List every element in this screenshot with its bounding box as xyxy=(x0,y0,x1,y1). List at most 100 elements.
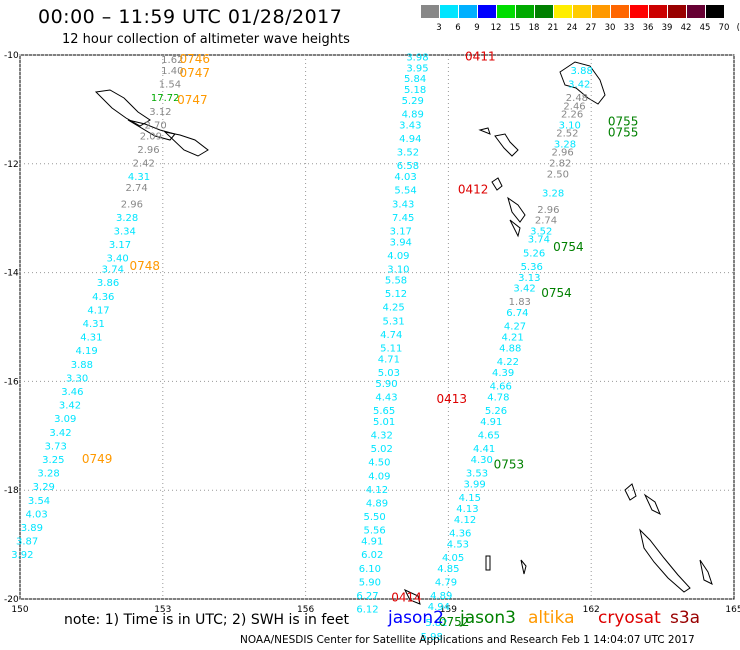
wave-height-value: 4.32 xyxy=(371,431,393,442)
colorbar-swatch xyxy=(516,5,534,18)
wave-height-value: 4.43 xyxy=(375,392,397,403)
colorbar-label: 45 xyxy=(699,23,711,33)
wave-height-value: 6.10 xyxy=(359,564,381,575)
wave-height-value: 3.94 xyxy=(390,237,412,248)
wave-height-value: 3.28 xyxy=(554,139,576,150)
wave-height-value: 2.52 xyxy=(556,129,578,140)
island-outline xyxy=(491,177,503,191)
wave-height-value: 5.01 xyxy=(373,417,395,428)
wave-height-value: 3.25 xyxy=(42,455,64,466)
wave-height-value: 2.96 xyxy=(537,205,559,216)
wave-height-value: 3.87 xyxy=(16,537,38,548)
wave-height-value: 2.09 xyxy=(140,131,162,142)
wave-height-value: 4.39 xyxy=(492,368,514,379)
wave-height-value: 4.21 xyxy=(502,333,524,344)
wave-height-value: 5.54 xyxy=(394,186,416,197)
wave-height-value: 4.36 xyxy=(449,528,471,539)
wave-height-value: 3.43 xyxy=(399,120,421,131)
wave-height-value: 1.54 xyxy=(159,80,181,91)
wave-height-value: 3.29 xyxy=(33,482,55,493)
wave-height-value: 4.71 xyxy=(378,354,400,365)
time-tag: 0414 xyxy=(391,591,422,605)
wave-height-value: 2.70 xyxy=(145,120,167,131)
wave-height-value: 3.92 xyxy=(11,550,33,561)
wave-height-value: 3.43 xyxy=(392,199,414,210)
y-tick-label: -18 xyxy=(4,486,19,496)
wave-height-value: 2.82 xyxy=(549,159,571,170)
wave-height-value: 3.98 xyxy=(406,52,428,63)
wave-height-value: 5.18 xyxy=(404,85,426,96)
wave-height-value: 4.27 xyxy=(504,322,526,333)
wave-height-value: 4.09 xyxy=(387,251,409,262)
colorbar-swatch xyxy=(459,5,477,18)
wave-height-value: 5.26 xyxy=(523,248,545,259)
wave-height-value: 4.89 xyxy=(430,591,452,602)
island-outline xyxy=(643,493,661,516)
wave-height-value: 4.79 xyxy=(435,577,457,588)
wave-height-value: 5.84 xyxy=(404,74,426,85)
wave-height-value: 6.58 xyxy=(397,161,419,172)
wave-height-value: 3.95 xyxy=(406,63,428,74)
wave-height-value: 3.89 xyxy=(21,523,43,534)
wave-height-value: 3.74 xyxy=(528,235,550,246)
x-tick-label: 150 xyxy=(11,605,28,615)
colorbar-swatch xyxy=(706,5,724,18)
y-tick-label: -10 xyxy=(4,51,19,61)
y-tick-label: -12 xyxy=(4,160,19,170)
colorbar-swatch xyxy=(554,5,572,18)
wave-height-value: 4.12 xyxy=(366,485,388,496)
colorbar-label: 33 xyxy=(623,23,635,33)
island-outline xyxy=(520,559,527,575)
wave-height-value: 5.82 xyxy=(425,618,447,629)
wave-height-value: 2.74 xyxy=(125,183,147,194)
island-outline xyxy=(699,559,713,585)
time-tag: 0411 xyxy=(465,49,496,63)
wave-height-value: 5.90 xyxy=(359,577,381,588)
y-tick-label: -16 xyxy=(4,377,19,387)
wave-height-value: 6.02 xyxy=(361,550,383,561)
wave-height-value: 4.89 xyxy=(366,499,388,510)
wave-height-value: 4.09 xyxy=(368,471,390,482)
colorbar-swatch xyxy=(611,5,629,18)
wave-height-value: 3.13 xyxy=(518,273,540,284)
wave-height-value: 4.94 xyxy=(399,134,421,145)
wave-height-value: 3.86 xyxy=(97,278,119,289)
wave-height-value: 5.98 xyxy=(421,632,443,643)
wave-height-value: 3.54 xyxy=(28,496,50,507)
legend-jason2: jason2 xyxy=(388,608,444,628)
time-tag: 0412 xyxy=(458,183,489,197)
wave-height-value: 3.74 xyxy=(102,265,124,276)
map-subtitle: 12 hour collection of altimeter wave hei… xyxy=(62,32,350,47)
island-outline xyxy=(624,483,637,501)
wave-height-value: 3.17 xyxy=(390,227,412,238)
colorbar-label: 30 xyxy=(604,23,616,33)
wave-height-value: 5.29 xyxy=(402,96,424,107)
colorbar-label: (ft) xyxy=(736,23,740,33)
wave-height-value: 4.94 xyxy=(428,602,450,613)
wave-height-value: 3.28 xyxy=(542,188,564,199)
wave-height-value: 1.83 xyxy=(509,297,531,308)
wave-height-value: 2.46 xyxy=(563,101,585,112)
colorbar-swatch xyxy=(478,5,496,18)
wave-height-value: 3.30 xyxy=(66,373,88,384)
wave-height-value: 4.74 xyxy=(380,330,402,341)
colorbar-label: 15 xyxy=(509,23,521,33)
wave-height-value: 5.31 xyxy=(383,316,405,327)
plot-frame xyxy=(19,54,735,600)
x-tick-labels: 150 153 156 159 162 165 xyxy=(11,605,740,615)
colorbar-label: 24 xyxy=(566,23,578,33)
wave-height-value: 3.09 xyxy=(54,414,76,425)
wave-height-value: 3.28 xyxy=(116,213,138,224)
wave-height-value: 4.31 xyxy=(128,172,150,183)
time-tags: 0746074707470748074904110412041304140755… xyxy=(82,49,639,629)
y-tick-label: -14 xyxy=(4,269,19,279)
wave-height-value: 2.26 xyxy=(561,110,583,121)
time-tag: 0413 xyxy=(437,392,468,406)
wave-height-values: 1.621.40 1.54 17.72 3.12 2.702.09 2.96 2.42 4.3… xyxy=(11,52,593,642)
legend-altika: altika xyxy=(528,608,575,628)
wave-height-value: 2.48 xyxy=(566,93,588,104)
island-outline xyxy=(94,89,151,127)
time-tag: 0746 xyxy=(179,52,210,66)
wave-height-value: 4.22 xyxy=(497,357,519,368)
